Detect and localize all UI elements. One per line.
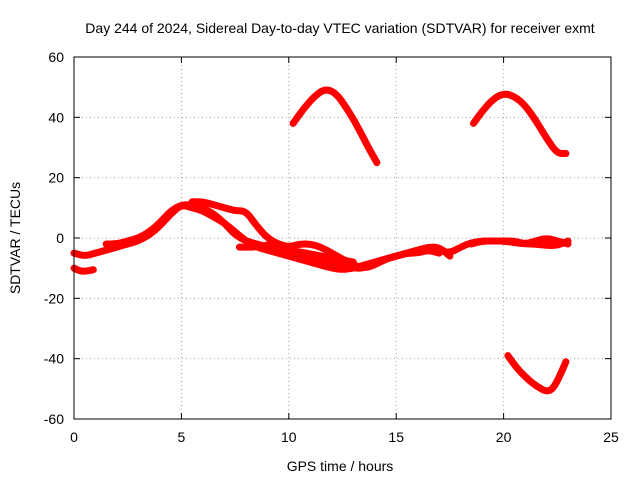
y-tick-label: 40 [48,109,64,125]
series-arc-7 [289,86,381,167]
y-tick-label: 0 [56,230,64,246]
series-arc-5 [235,241,357,266]
x-axis: 0 5 10 15 20 25 [70,57,619,445]
y-tick-label: -40 [44,351,64,367]
y-axis-label: SDTVAR / TECUs [7,182,23,294]
y-tick-label: 60 [48,49,64,65]
series-arc-8 [470,90,570,157]
series-arc-1 [70,264,97,275]
y-tick-label: -60 [44,411,64,427]
x-tick-label: 20 [496,429,512,445]
x-tick-label: 0 [70,429,78,445]
series-arc-6 [467,235,572,248]
series-layer [70,86,572,395]
x-tick-label: 10 [281,429,297,445]
y-axis: -60 -40 -20 0 20 40 60 [44,49,611,427]
chart-title: Day 244 of 2024, Sidereal Day-to-day VTE… [85,20,594,36]
x-tick-label: 15 [388,429,404,445]
y-tick-label: -20 [44,290,64,306]
series-arc-9 [504,352,570,395]
series-arc-4 [188,198,454,271]
x-axis-label: GPS time / hours [287,458,394,474]
x-tick-label: 25 [603,429,619,445]
y-tick-label: 20 [48,170,64,186]
x-tick-label: 5 [178,429,186,445]
